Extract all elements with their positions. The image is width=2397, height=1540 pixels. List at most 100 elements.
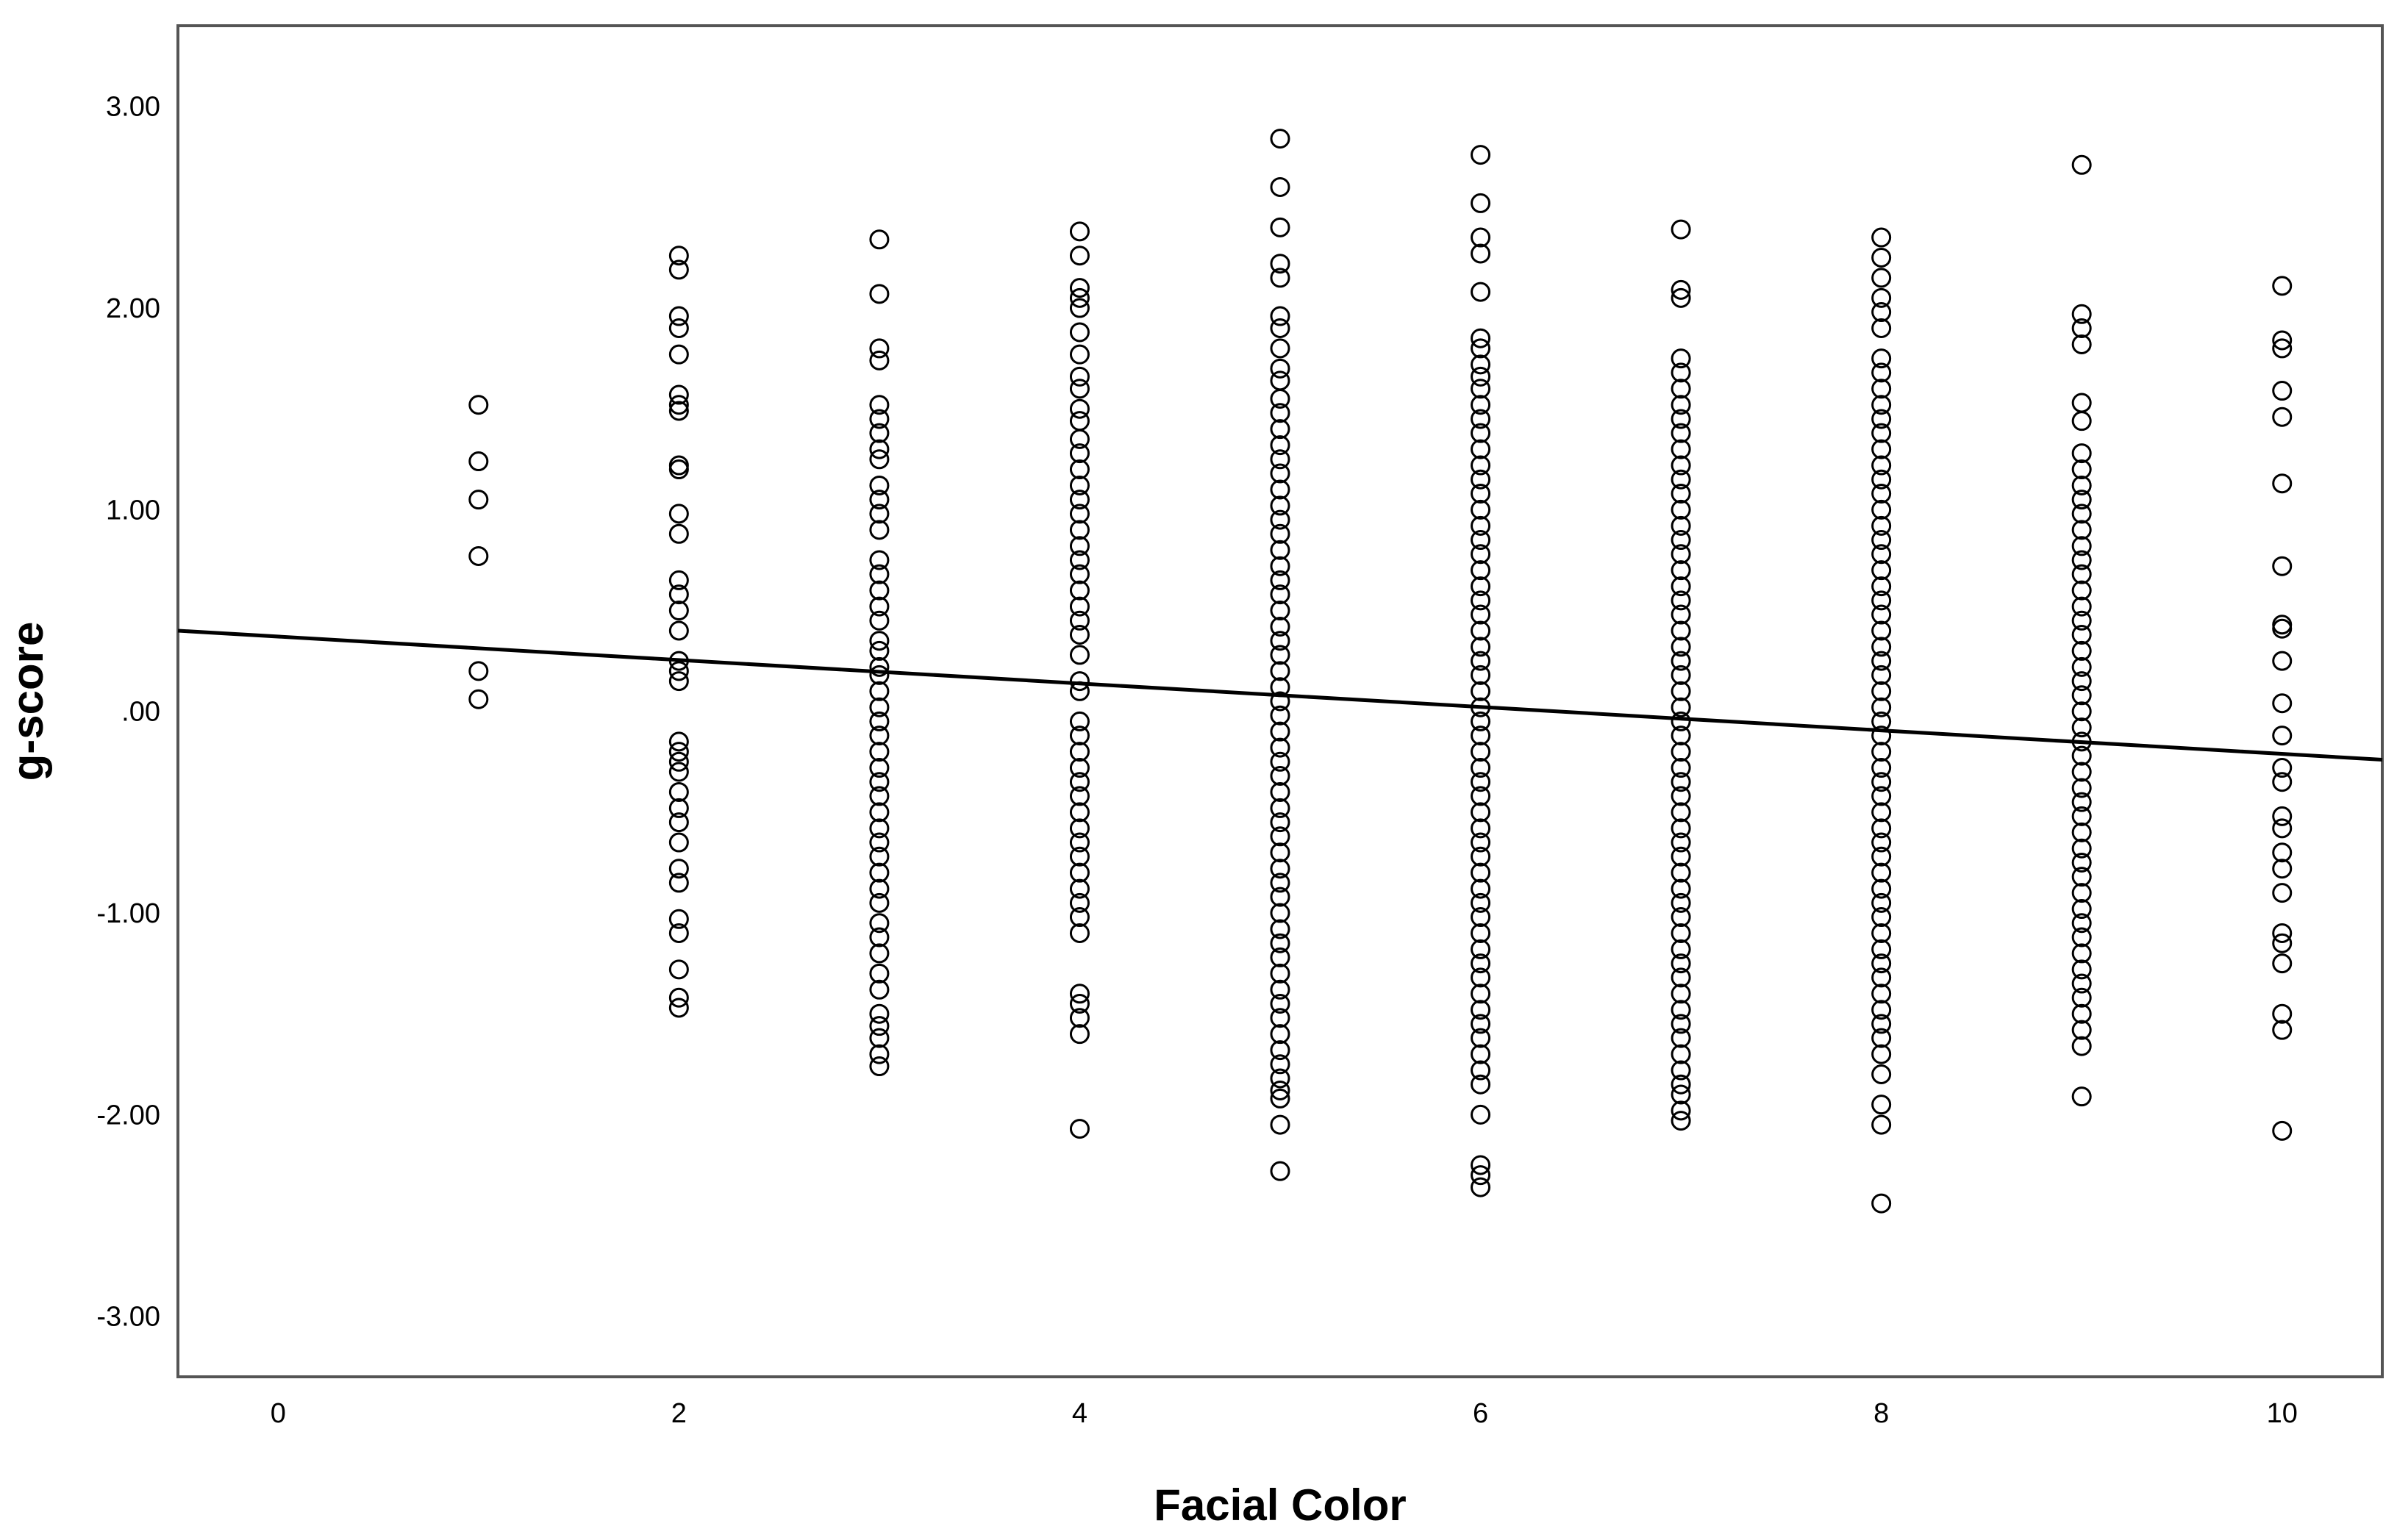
data-point bbox=[1471, 366, 1491, 387]
data-point bbox=[1671, 348, 1691, 369]
data-point bbox=[668, 395, 689, 415]
data-point bbox=[1069, 742, 1090, 762]
data-point bbox=[1871, 348, 1892, 369]
data-point bbox=[1270, 306, 1290, 326]
data-point bbox=[2272, 338, 2293, 359]
data-point bbox=[2071, 550, 2092, 570]
data-point bbox=[1270, 979, 1290, 1000]
data-point bbox=[1069, 1024, 1090, 1045]
data-point bbox=[1471, 338, 1491, 359]
data-point bbox=[869, 711, 890, 731]
data-point bbox=[2071, 899, 2092, 920]
regression-line bbox=[177, 628, 2383, 762]
data-point bbox=[1069, 862, 1090, 883]
data-point bbox=[2272, 933, 2293, 953]
data-point bbox=[1471, 1155, 1491, 1175]
data-point bbox=[1471, 786, 1491, 806]
data-point bbox=[869, 338, 890, 359]
data-point bbox=[1871, 287, 1892, 308]
data-point bbox=[1671, 219, 1691, 240]
data-point bbox=[2071, 927, 2092, 948]
data-point bbox=[1270, 254, 1290, 274]
data-point bbox=[2071, 943, 2092, 964]
data-point bbox=[1069, 832, 1090, 853]
data-point bbox=[2071, 411, 2092, 431]
data-point bbox=[1069, 846, 1090, 867]
data-point bbox=[2071, 671, 2092, 692]
data-point bbox=[1270, 616, 1290, 637]
data-point bbox=[1270, 1161, 1290, 1181]
data-point bbox=[1871, 846, 1892, 867]
data-point bbox=[1270, 268, 1290, 288]
data-point bbox=[2071, 1036, 2092, 1056]
data-point bbox=[2272, 1020, 2293, 1040]
data-point bbox=[1471, 726, 1491, 746]
data-point bbox=[1671, 637, 1691, 657]
data-point bbox=[1069, 550, 1090, 570]
data-point bbox=[2071, 443, 2092, 464]
data-point bbox=[1871, 637, 1892, 657]
data-point bbox=[2071, 745, 2092, 766]
data-point bbox=[1671, 711, 1691, 731]
data-point bbox=[1471, 1165, 1491, 1186]
data-point bbox=[1471, 282, 1491, 302]
data-points bbox=[468, 129, 2293, 1214]
data-point bbox=[1871, 1193, 1892, 1214]
data-point bbox=[668, 959, 689, 980]
data-point bbox=[668, 987, 689, 1008]
data-point bbox=[869, 862, 890, 883]
data-point bbox=[1270, 318, 1290, 338]
data-point bbox=[1270, 403, 1290, 423]
data-point bbox=[1270, 495, 1290, 516]
y-tick-label: 2.00 bbox=[106, 293, 160, 324]
data-point bbox=[869, 350, 890, 370]
data-point bbox=[1270, 963, 1290, 984]
data-point bbox=[1871, 1064, 1892, 1085]
data-point bbox=[1471, 862, 1491, 883]
x-tick-label: 2 bbox=[671, 1398, 687, 1429]
data-point bbox=[869, 846, 890, 867]
data-point bbox=[1871, 560, 1892, 581]
data-point bbox=[869, 979, 890, 1000]
data-point bbox=[1471, 455, 1491, 476]
data-point bbox=[1270, 584, 1290, 605]
data-point bbox=[1069, 411, 1090, 431]
data-point bbox=[1069, 892, 1090, 913]
data-point bbox=[1270, 766, 1290, 787]
data-point bbox=[1471, 681, 1491, 701]
data-point bbox=[1671, 395, 1691, 415]
data-point bbox=[1471, 145, 1491, 165]
data-point bbox=[2071, 883, 2092, 903]
data-point bbox=[1671, 455, 1691, 476]
data-point bbox=[1270, 449, 1290, 470]
data-point bbox=[1069, 564, 1090, 584]
data-point bbox=[1069, 645, 1090, 665]
data-point bbox=[2071, 762, 2092, 782]
data-point bbox=[1270, 1024, 1290, 1045]
data-point bbox=[869, 490, 890, 510]
data-point bbox=[1671, 923, 1691, 943]
data-point bbox=[1871, 362, 1892, 383]
data-point bbox=[1871, 620, 1892, 641]
data-point bbox=[1069, 923, 1090, 943]
data-point bbox=[668, 661, 689, 681]
data-point bbox=[1069, 536, 1090, 556]
data-point bbox=[2272, 330, 2293, 351]
data-point bbox=[668, 259, 689, 280]
data-point bbox=[1270, 737, 1290, 758]
data-point bbox=[1270, 933, 1290, 953]
data-point bbox=[869, 550, 890, 570]
data-point bbox=[1069, 366, 1090, 387]
data-point bbox=[1871, 892, 1892, 913]
data-point bbox=[869, 772, 890, 792]
data-point bbox=[2272, 859, 2293, 879]
data-point bbox=[1671, 499, 1691, 520]
data-point bbox=[1871, 651, 1892, 671]
data-point bbox=[869, 818, 890, 839]
data-point bbox=[1270, 993, 1290, 1014]
data-point bbox=[869, 681, 890, 701]
data-point bbox=[1069, 596, 1090, 617]
data-point bbox=[2071, 973, 2092, 994]
data-point bbox=[869, 913, 890, 934]
data-point bbox=[1671, 846, 1691, 867]
